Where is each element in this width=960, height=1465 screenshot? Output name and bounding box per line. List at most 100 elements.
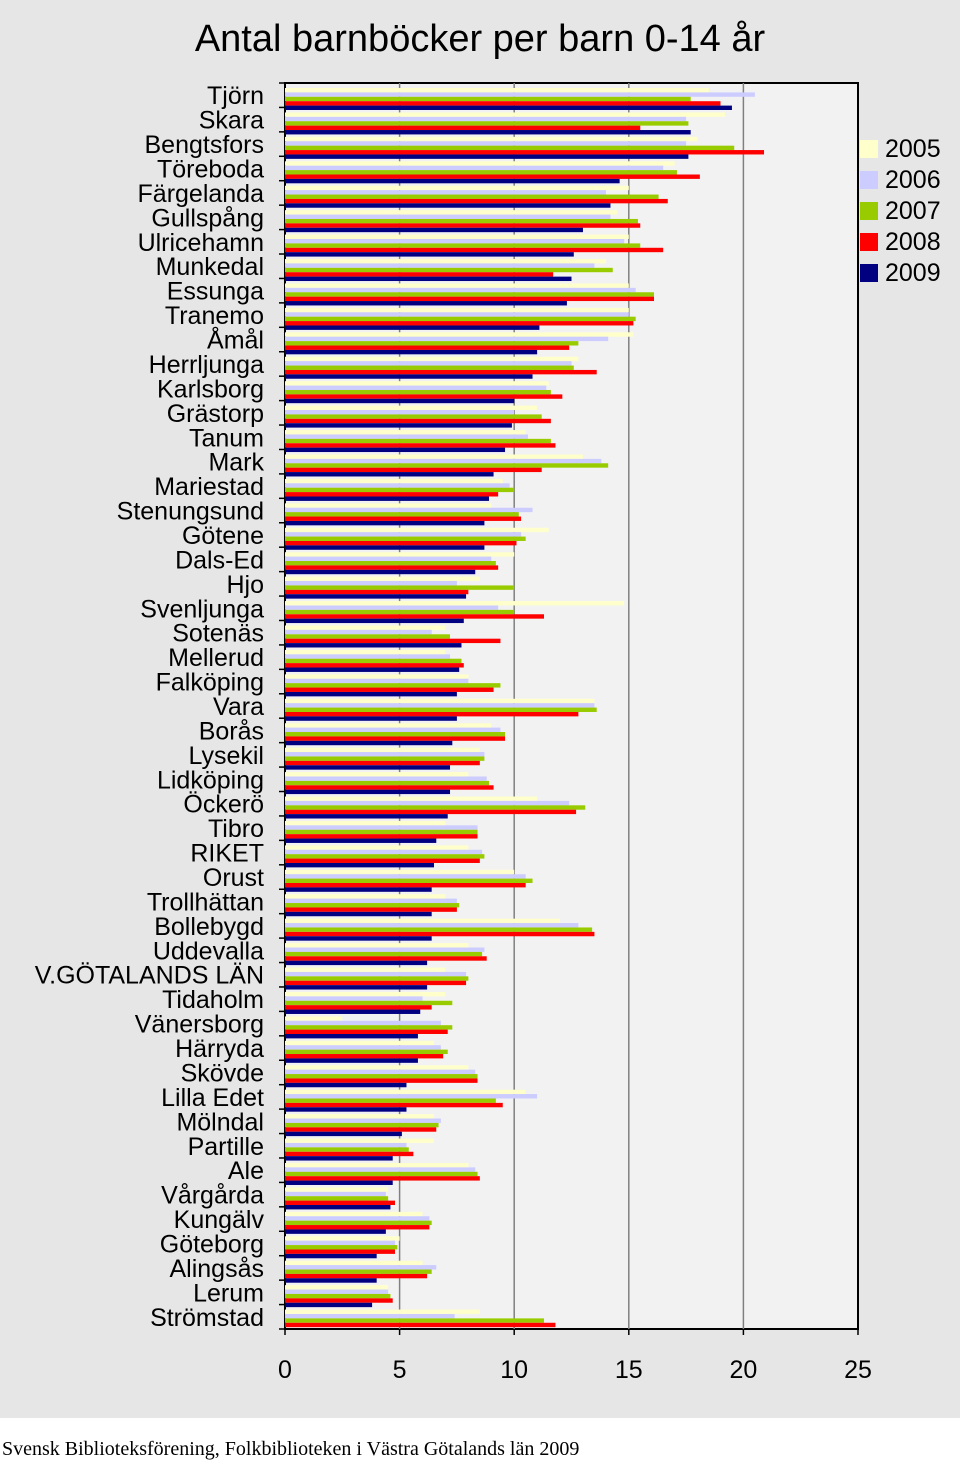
bar-2006 [285, 214, 611, 219]
category-label: Skara [199, 107, 264, 135]
bar-2006 [285, 703, 595, 708]
x-tick-label: 25 [844, 1356, 872, 1384]
category-label: Karlsborg [157, 375, 264, 403]
bar-2005 [285, 259, 606, 264]
bar-2009 [285, 1205, 391, 1210]
bar-2009 [285, 1180, 393, 1185]
bar-2005 [285, 1187, 389, 1192]
bar-2007 [285, 267, 613, 273]
category-label: Trollhättan [147, 888, 264, 916]
bar-2006 [285, 996, 423, 1001]
category-label: Vara [213, 693, 264, 721]
category-label: RIKET [190, 840, 264, 868]
bar-2008 [285, 711, 579, 717]
bar-2006 [285, 483, 510, 488]
legend-label: 2006 [885, 166, 941, 194]
bar-2008 [285, 980, 467, 986]
category-label: Mölndal [176, 1108, 264, 1136]
bar-2009 [285, 691, 457, 697]
bar-2009 [285, 472, 494, 477]
bar-2009 [285, 105, 732, 110]
bar-2005 [285, 918, 561, 924]
bar-2005 [285, 1040, 434, 1046]
bar-2008 [285, 931, 595, 937]
bar-2005 [285, 1211, 423, 1217]
bar-chart: TjörnSkaraBengtsforsTörebodaFärgelandaGu… [35, 82, 941, 1384]
category-label: Munkedal [156, 253, 264, 281]
category-label: Härryda [175, 1035, 264, 1063]
bar-2007 [285, 609, 515, 615]
bar-2007 [285, 1122, 439, 1128]
bar-2006 [285, 1142, 407, 1148]
bar-2009 [285, 545, 485, 550]
bar-2005 [285, 88, 710, 93]
bar-2005 [285, 991, 446, 997]
legend-label: 2009 [885, 259, 941, 287]
category-label: Skövde [181, 1059, 264, 1087]
category-label: Vårgårda [161, 1182, 264, 1210]
bar-2009 [285, 1058, 418, 1063]
bar-2008 [285, 1005, 432, 1010]
bar-2007 [285, 194, 659, 199]
category-label: Bengtsfors [144, 131, 264, 159]
legend-label: 2007 [885, 197, 941, 225]
bar-2009 [285, 618, 464, 624]
bar-2005 [285, 649, 446, 655]
legend-swatch-2009 [860, 264, 878, 282]
bar-2007 [285, 145, 735, 151]
category-label: Götene [182, 522, 264, 550]
category-label: Herrljunga [149, 351, 264, 379]
bar-2008 [285, 418, 551, 424]
bar-2005 [285, 283, 629, 288]
bar-2009 [285, 667, 460, 672]
bar-2006 [285, 287, 636, 293]
bar-2006 [285, 1289, 389, 1294]
bar-2007 [285, 243, 641, 248]
bar-2009 [285, 740, 453, 746]
category-label: Tibro [208, 815, 264, 843]
bar-2005 [285, 747, 480, 753]
bar-2008 [285, 198, 668, 204]
bar-2009 [285, 447, 506, 453]
bar-2009 [285, 1033, 418, 1039]
bar-2008 [285, 296, 655, 302]
bar-2007 [285, 1049, 448, 1055]
bar-2009 [285, 911, 432, 917]
category-label: Uddevalla [153, 937, 264, 965]
category-label: Lidköping [157, 766, 264, 794]
bar-2007 [285, 438, 551, 444]
bar-2007 [285, 121, 689, 126]
bar-2009 [285, 398, 515, 404]
category-label: Åmål [207, 325, 264, 355]
bar-2006 [285, 410, 515, 415]
category-label: Tranemo [165, 302, 264, 330]
bar-2008 [285, 125, 641, 131]
bar-2008 [285, 956, 487, 961]
bar-2008 [285, 516, 522, 521]
bar-2007 [285, 1245, 398, 1250]
category-label: Göteborg [160, 1230, 264, 1258]
bar-2006 [285, 1167, 476, 1172]
bar-2008 [285, 1200, 396, 1206]
bar-2005 [285, 625, 446, 630]
bar-2007 [285, 732, 506, 737]
bar-2007 [285, 1220, 432, 1226]
bar-2007 [285, 218, 638, 224]
bar-2008 [285, 101, 721, 106]
bar-2009 [285, 765, 451, 770]
x-tick-label: 15 [615, 1356, 643, 1384]
bar-2008 [285, 174, 700, 179]
category-label: Borås [199, 717, 264, 745]
bar-2005 [285, 869, 515, 875]
bar-2005 [285, 967, 446, 972]
legend-swatch-2006 [860, 171, 878, 189]
bar-2007 [285, 1147, 409, 1152]
category-label: Alingsås [170, 1255, 265, 1283]
bar-2007 [285, 170, 677, 175]
bar-2007 [285, 365, 574, 370]
bar-2009 [285, 789, 451, 795]
bar-2009 [285, 838, 437, 843]
bar-2005 [285, 405, 538, 411]
legend-swatch-2008 [860, 233, 878, 251]
bar-2006 [285, 849, 483, 855]
